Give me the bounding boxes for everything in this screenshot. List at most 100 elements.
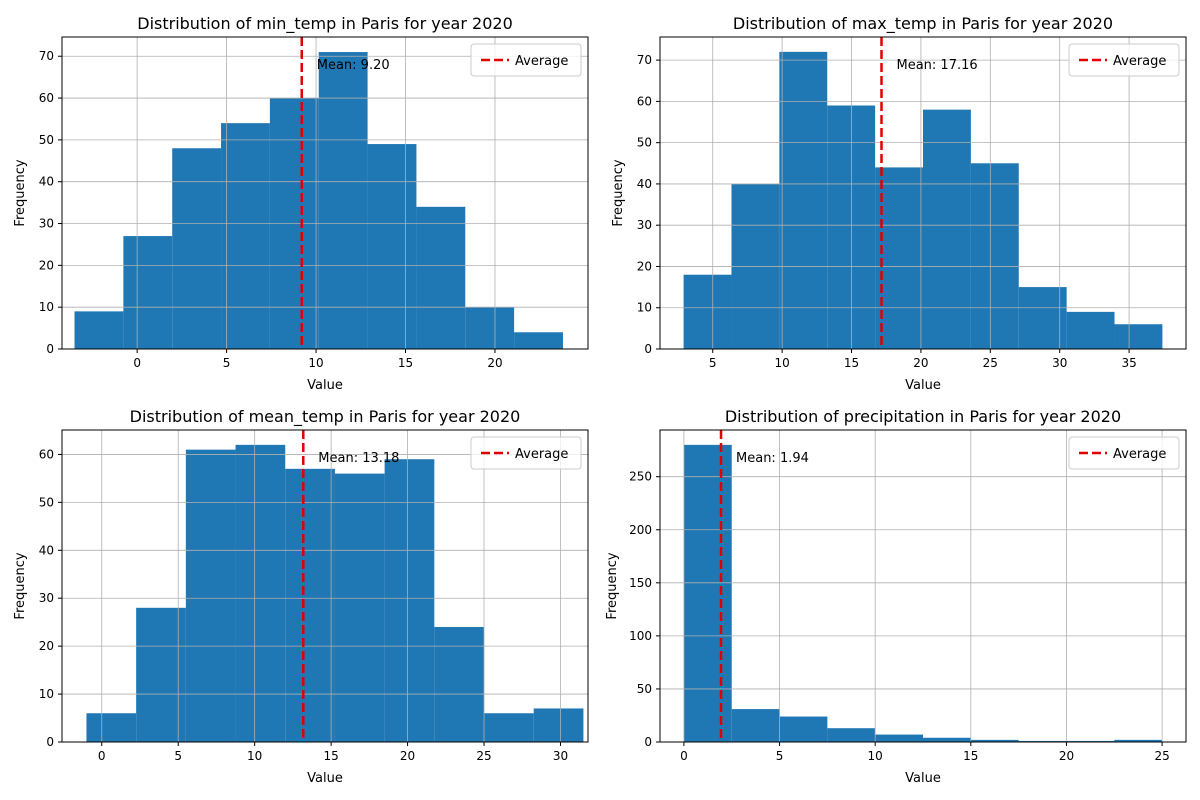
chart-1-xtick-4: 15: [398, 356, 413, 370]
chart-2-bar-3: [779, 52, 827, 349]
chart-1-title: Distribution of min_temp in Paris for ye…: [137, 14, 513, 34]
chart-2-xtick-2: 10: [774, 356, 789, 370]
chart-3-bar-7: [385, 459, 435, 742]
chart-1-xtick-2: 5: [223, 356, 231, 370]
chart-1-bar-6: [319, 52, 368, 349]
chart-3-title: Distribution of mean_temp in Paris for y…: [130, 407, 521, 427]
chart-2-ytick-7: 60: [637, 94, 652, 108]
chart-3-bar-5: [285, 469, 335, 742]
chart-4: Mean: 1.940 5 10 15 20 25050100150200250Distr…: [605, 407, 1186, 786]
chart-4-ytick-3: 100: [629, 629, 652, 643]
chart-1-xtick-3: 10: [308, 356, 323, 370]
chart-3-xtick-4: 15: [323, 749, 338, 763]
chart-3-xtick-2: 5: [174, 749, 182, 763]
chart-3-legend: Average: [471, 437, 581, 469]
chart-3-ylabel: Frequency: [13, 552, 28, 619]
chart-4-mean-label: Mean: 1.94: [736, 451, 809, 466]
chart-2-legend-label: Average: [1113, 54, 1166, 69]
chart-4-xtick-4: 15: [963, 749, 978, 763]
chart-4-legend: Average: [1069, 437, 1179, 469]
chart-3: Mean: 13.18 0 5 10 15 20 25 30 0 10 20 30 40 50 60 Dist…: [13, 407, 588, 786]
chart-2-mean-label: Mean: 17.16: [897, 58, 978, 73]
chart-4-ytick-5: 200: [629, 523, 652, 537]
chart-1-ytick-7: 60: [39, 91, 54, 105]
chart-3-ytick-4: 30: [39, 591, 54, 605]
chart-1-ylabel: Frequency: [13, 159, 28, 226]
chart-2-ytick-2: 10: [637, 301, 652, 315]
chart-2-ytick-4: 30: [637, 218, 652, 232]
chart-1-legend: Average: [471, 44, 581, 76]
chart-1-ytick-2: 10: [39, 300, 54, 314]
chart-3-bar-9: [484, 713, 534, 742]
chart-3-legend-label: Average: [515, 447, 568, 462]
chart-4-title: Distribution of precipitation in Paris f…: [725, 407, 1121, 426]
chart-2-legend: Average: [1069, 44, 1179, 76]
chart-3-bar-4: [236, 445, 286, 742]
chart-2-xlabel: Value: [905, 378, 941, 393]
chart-2-bar-7: [971, 163, 1019, 349]
chart-3-bar-6: [335, 474, 385, 742]
chart-4-ytick-2: 50: [637, 682, 652, 696]
chart-4-xtick-1: 0: [680, 749, 688, 763]
chart-1: Mean: 9.20 0 5 10 15 20 0 10 20 30 40 50 60 70 Distrib…: [13, 14, 588, 393]
chart-3-ytick-5: 40: [39, 543, 54, 557]
chart-2-ylabel: Frequency: [611, 159, 626, 226]
chart-3-bar-10: [534, 708, 584, 742]
chart-2-xtick-4: 20: [913, 356, 928, 370]
chart-3-xtick-3: 10: [247, 749, 262, 763]
chart-2-xtick-5: 25: [983, 356, 998, 370]
chart-1-ytick-3: 20: [39, 258, 54, 272]
chart-2-xtick-3: 15: [844, 356, 859, 370]
chart-3-ytick-7: 60: [39, 447, 54, 461]
chart-2-xtick-6: 30: [1052, 356, 1067, 370]
chart-4-legend-label: Average: [1113, 447, 1166, 462]
chart-1-bar-9: [465, 307, 514, 349]
chart-2: Mean: 17.16 5 10 15 20 25 30 35 0 10 20 30 40 50 60 70 D…: [611, 14, 1186, 393]
chart-1-bar-1: [75, 311, 124, 349]
chart-2-xtick-7: 35: [1121, 356, 1136, 370]
chart-4-bar-4: [827, 728, 875, 742]
chart-4-xtick-3: 10: [868, 749, 883, 763]
chart-3-bar-8: [434, 627, 484, 742]
chart-1-ytick-8: 70: [39, 49, 54, 63]
chart-4-ytick-1: 0: [644, 735, 652, 749]
chart-4-ylabel: Frequency: [605, 552, 620, 619]
chart-3-bar-3: [186, 450, 236, 742]
chart-2-bar-6: [923, 110, 971, 349]
chart-4-bar-2: [732, 709, 780, 742]
chart-4-bar-3: [780, 717, 828, 742]
chart-1-ytick-6: 50: [39, 133, 54, 147]
chart-4-xtick-6: 25: [1154, 749, 1169, 763]
chart-2-title: Distribution of max_temp in Paris for ye…: [733, 14, 1113, 34]
chart-1-bar-7: [368, 144, 417, 349]
chart-1-ytick-5: 40: [39, 175, 54, 189]
chart-3-xtick-5: 20: [400, 749, 415, 763]
chart-3-ytick-1: 0: [46, 735, 54, 749]
chart-2-bar-9: [1067, 312, 1115, 349]
chart-1-ytick-1: 0: [46, 342, 54, 356]
chart-3-xtick-6: 25: [476, 749, 491, 763]
chart-1-bar-10: [514, 332, 563, 349]
chart-2-bar-1: [684, 275, 732, 349]
chart-4-ytick-6: 250: [629, 470, 652, 484]
chart-2-xtick-1: 5: [709, 356, 717, 370]
chart-4-xlabel: Value: [905, 771, 941, 786]
chart-1-bar-8: [416, 207, 465, 349]
chart-2-bar-10: [1115, 324, 1163, 349]
chart-3-xlabel: Value: [307, 771, 343, 786]
chart-2-ytick-8: 70: [637, 53, 652, 67]
chart-1-bar-3: [172, 148, 221, 349]
chart-1-legend-label: Average: [515, 54, 568, 69]
chart-3-xtick-7: 30: [553, 749, 568, 763]
chart-4-bar-5: [875, 735, 923, 742]
chart-1-xtick-5: 20: [487, 356, 502, 370]
chart-1-xlabel: Value: [307, 378, 343, 393]
chart-3-xtick-1: 0: [98, 749, 106, 763]
chart-1-xtick-1: 0: [133, 356, 141, 370]
chart-3-mean-label: Mean: 13.18: [318, 451, 399, 466]
chart-2-ytick-5: 40: [637, 177, 652, 191]
chart-4-bar-1: [684, 445, 732, 742]
chart-2-ytick-3: 20: [637, 259, 652, 273]
chart-3-ytick-2: 10: [39, 687, 54, 701]
